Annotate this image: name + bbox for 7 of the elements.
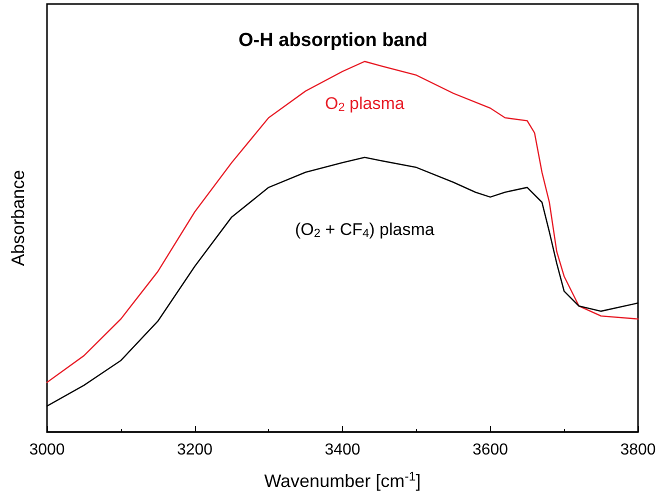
x-tick-label: 3000: [29, 442, 65, 458]
x-tick-label: 3600: [472, 442, 508, 458]
y-axis-title: Absorbance: [8, 170, 28, 266]
x-tick-label: 3200: [176, 442, 213, 458]
x-tick-label: 3400: [324, 442, 360, 458]
chart-title: O-H absorption band: [238, 30, 428, 51]
x-tick-label: 3800: [620, 442, 656, 458]
